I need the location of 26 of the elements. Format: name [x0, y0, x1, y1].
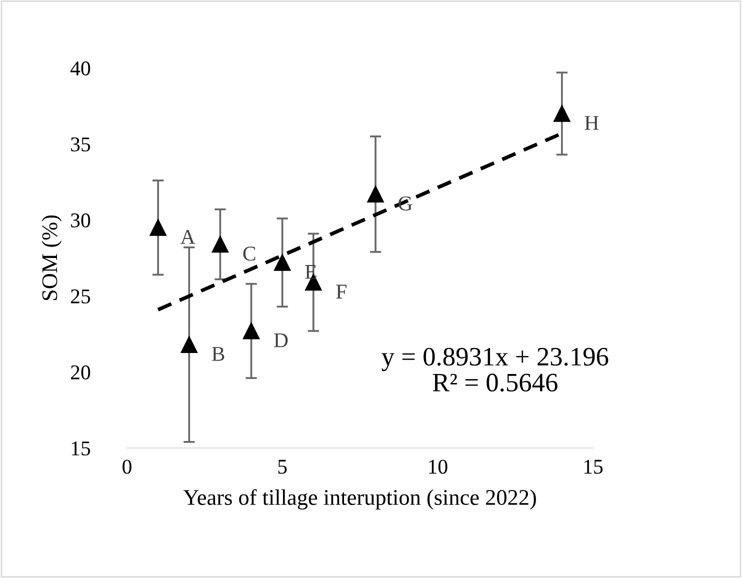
x-tick-label: 10	[429, 460, 448, 474]
point	[150, 219, 166, 236]
point	[242, 322, 260, 340]
y-tick-label: 20	[70, 365, 90, 380]
x-tick-label: 5	[278, 460, 287, 474]
annotation: y = 0.8931x + 23.196 R² = 0.5646	[382, 348, 608, 392]
point	[274, 254, 291, 271]
point	[367, 186, 384, 202]
annotation: H	[584, 116, 599, 130]
annotation: C	[243, 246, 256, 261]
y-tick-label: 15	[72, 441, 90, 456]
x-tick-label: 15	[584, 460, 603, 474]
annotation: F	[336, 284, 346, 298]
y-tick-label: 25	[70, 289, 90, 304]
point	[554, 105, 570, 122]
y-axis-title: SOM (%)	[42, 215, 62, 300]
y-tick-label: 40	[70, 61, 90, 76]
annotation: A	[180, 230, 196, 244]
x-axis-title: Years of tillage interuption (since 2022)	[183, 489, 536, 510]
y-tick-label: 35	[71, 137, 90, 152]
point	[212, 236, 229, 253]
x-tick-label: 0	[122, 460, 132, 474]
annotation: B	[212, 347, 224, 361]
annotation: D	[274, 333, 288, 348]
y-tick-label: 30	[71, 213, 90, 228]
point	[180, 336, 198, 353]
